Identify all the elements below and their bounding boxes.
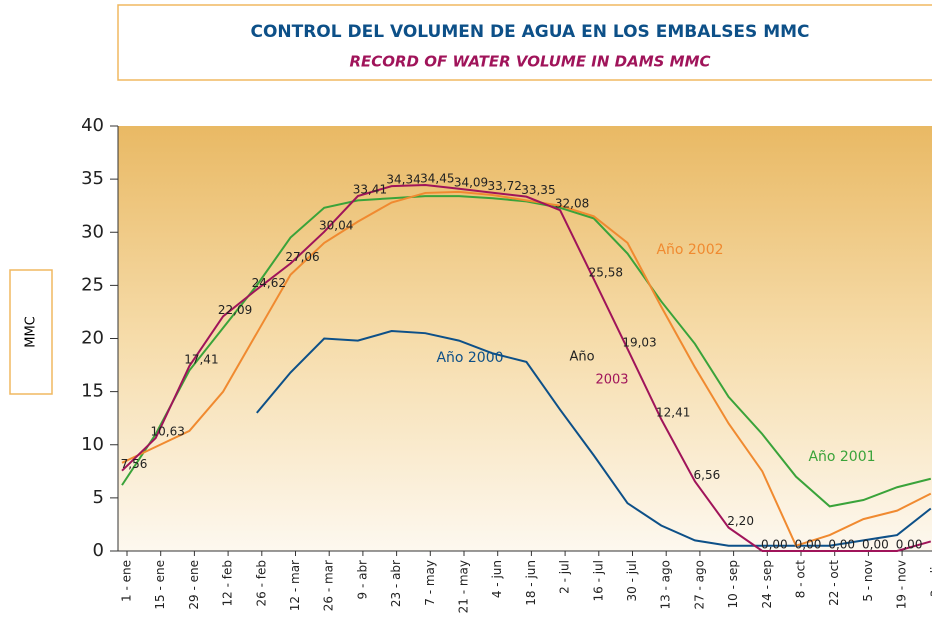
- y-axis-label: MMC: [24, 316, 39, 348]
- data-label: 17,41: [184, 353, 218, 367]
- y-tick-label: 0: [93, 540, 104, 561]
- data-label: 2,20: [727, 514, 754, 528]
- data-label: 12,41: [656, 406, 690, 420]
- data-label: 24,62: [252, 276, 286, 290]
- y-tick-label: 35: [81, 168, 104, 189]
- x-tick-label: 19 - nov: [895, 560, 909, 609]
- x-tick-label: 30 - jul: [625, 560, 639, 602]
- data-label: 34,34: [386, 173, 420, 187]
- x-tick-label: 12 - feb: [221, 560, 235, 606]
- x-tick-label: 16 - jul: [591, 560, 605, 602]
- x-tick-label: 29 - ene: [187, 560, 201, 610]
- x-tick-label: 26 - mar: [322, 560, 336, 611]
- x-tick-label: 10 - sep: [726, 560, 740, 608]
- x-tick-label: 13 - ago: [659, 560, 673, 610]
- x-tick-label: 1 - ene: [120, 560, 134, 602]
- data-label: 0,00: [761, 538, 788, 552]
- data-label: 10,63: [151, 425, 185, 439]
- data-label: 25,58: [589, 266, 623, 280]
- data-label: 33,41: [353, 183, 387, 197]
- series-line: [256, 330, 932, 547]
- x-tick-label: 15 - ene: [153, 560, 167, 610]
- x-tick-label: 3 - dic: [928, 560, 932, 597]
- y-tick-label: 5: [93, 487, 104, 508]
- series-label: Año: [569, 350, 594, 365]
- x-tick-label: 26 - feb: [254, 560, 268, 606]
- title-box: [117, 4, 932, 81]
- data-label: 33,72: [488, 179, 522, 193]
- series-label: Año 2000: [436, 350, 503, 366]
- data-label: 33,35: [521, 183, 555, 197]
- data-label: 0,00: [828, 538, 855, 552]
- data-label: 34,45: [420, 171, 454, 185]
- x-tick-label: 22 - oct: [827, 560, 841, 606]
- chart-title: CONTROL DEL VOLUMEN DE AGUA EN LOS EMBAL…: [250, 22, 809, 42]
- data-label: 34,09: [454, 175, 488, 189]
- y-tick-label: 30: [81, 221, 104, 242]
- x-tick-label: 8 - oct: [794, 560, 808, 599]
- y-tick-label: 10: [81, 434, 104, 455]
- data-label: 19,03: [622, 335, 656, 349]
- y-label-box: [9, 269, 53, 395]
- x-tick-label: 2 - jul: [558, 560, 572, 594]
- x-tick-label: 4 - jun: [490, 560, 504, 598]
- data-label: 0,00: [862, 538, 889, 552]
- x-tick-label: 24 - sep: [760, 560, 774, 608]
- y-tick-label: 15: [81, 381, 104, 402]
- data-label: 27,06: [285, 250, 319, 264]
- series-label: Año 2001: [808, 449, 875, 465]
- data-label: 32,08: [555, 197, 589, 211]
- data-label: 0,00: [795, 538, 822, 552]
- series-label: 2003: [595, 373, 628, 388]
- x-tick-label: 23 - abr: [389, 560, 403, 607]
- x-tick-label: 7 - may: [423, 560, 437, 606]
- data-label: 6,56: [694, 468, 721, 482]
- y-tick-label: 40: [81, 115, 104, 136]
- x-tick-label: 9 - abr: [355, 560, 369, 600]
- data-label: 30,04: [319, 218, 353, 232]
- series-label: Año 2002: [656, 242, 723, 258]
- series-line: [121, 190, 932, 547]
- data-label: 0,00: [896, 538, 923, 552]
- series-line: [121, 195, 932, 508]
- data-label: 7,56: [121, 457, 148, 471]
- x-tick-label: 12 - mar: [288, 560, 302, 611]
- x-tick-label: 27 - ago: [692, 560, 706, 610]
- series-line: [121, 183, 932, 552]
- y-tick-label: 20: [81, 328, 104, 349]
- x-tick-label: 5 - nov: [861, 560, 875, 602]
- data-label: 22,09: [218, 303, 252, 317]
- x-tick-label: 18 - jun: [524, 560, 538, 606]
- x-tick-label: 21 - may: [457, 560, 471, 613]
- chart-subtitle: RECORD OF WATER VOLUME IN DAMS MMC: [349, 53, 710, 71]
- y-tick-label: 25: [81, 274, 104, 295]
